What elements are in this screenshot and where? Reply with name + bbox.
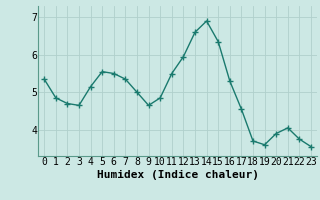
X-axis label: Humidex (Indice chaleur): Humidex (Indice chaleur) bbox=[97, 170, 259, 180]
